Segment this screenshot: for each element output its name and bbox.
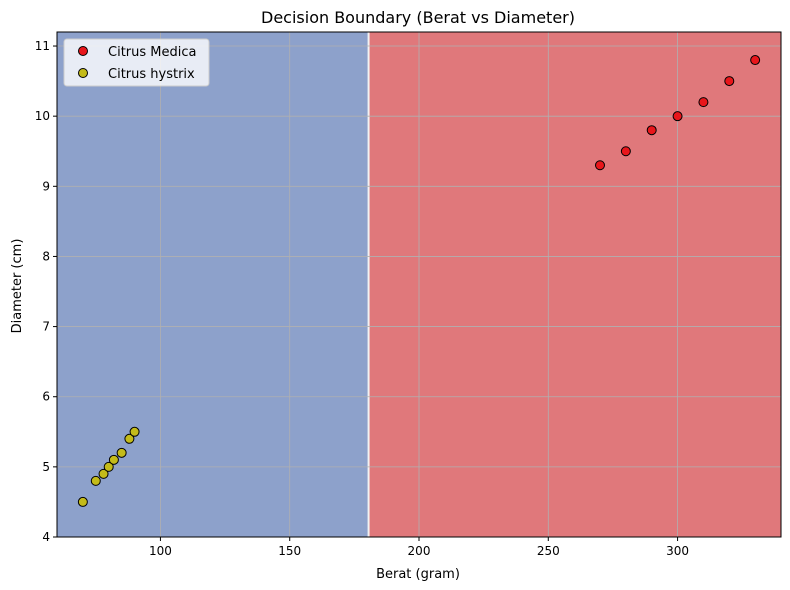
y-axis-title: Diameter (cm) <box>10 239 25 334</box>
decision-region-0 <box>57 32 369 537</box>
chart-title: Decision Boundary (Berat vs Diameter) <box>261 8 575 27</box>
data-point-hystrix <box>98 468 109 479</box>
legend-box <box>63 38 210 87</box>
x-tick-label: 250 <box>537 544 560 558</box>
y-tick-label: 11 <box>35 39 50 53</box>
data-point-hystrix <box>116 447 127 458</box>
y-tick-label: 10 <box>35 109 50 123</box>
y-tick-label: 6 <box>42 390 50 404</box>
legend-marker <box>78 68 88 78</box>
y-tick-label: 4 <box>42 530 50 544</box>
data-point-hystrix <box>129 426 140 437</box>
data-point-hystrix <box>108 454 119 465</box>
data-point-medica <box>620 146 631 157</box>
data-point-medica <box>672 111 683 122</box>
legend-label: Citrus hystrix <box>108 67 195 82</box>
data-point-medica <box>750 55 761 66</box>
data-point-medica <box>724 76 735 87</box>
legend-marker <box>78 46 88 56</box>
data-point-hystrix <box>103 461 114 472</box>
y-tick-label: 9 <box>42 179 50 193</box>
x-tick-label: 150 <box>278 544 301 558</box>
data-point-hystrix <box>90 475 101 486</box>
decision-region-1 <box>368 32 781 537</box>
y-tick-label: 7 <box>42 320 50 334</box>
y-tick-label: 8 <box>42 249 50 263</box>
x-tick-label: 300 <box>666 544 689 558</box>
x-tick-label: 100 <box>149 544 172 558</box>
data-point-medica <box>646 125 657 136</box>
data-point-hystrix <box>77 496 88 507</box>
data-point-medica <box>698 97 709 108</box>
x-tick-label: 200 <box>408 544 431 558</box>
legend: Citrus Medica Citrus hystrix <box>63 38 210 87</box>
y-tick-label: 5 <box>42 460 50 474</box>
x-axis-title: Berat (gram) <box>376 567 460 582</box>
data-point-hystrix <box>124 433 135 444</box>
legend-label: Citrus Medica <box>108 45 196 60</box>
data-point-medica <box>595 160 605 171</box>
